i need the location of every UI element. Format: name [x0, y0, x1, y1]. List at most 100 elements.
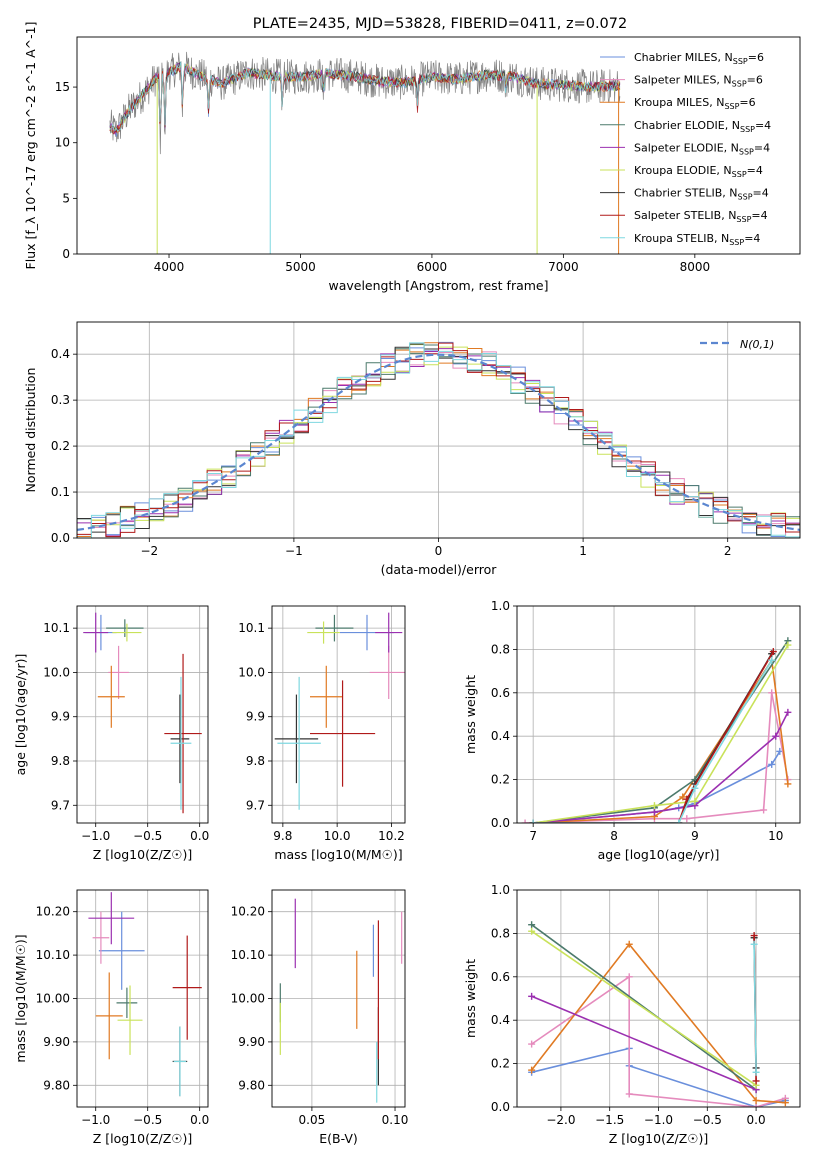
- legend-label: Chabrier ELODIE, NSSP=4: [634, 119, 771, 134]
- x-tick-label: −1.5: [595, 1113, 624, 1127]
- y-tick-label: 0.8: [491, 642, 510, 656]
- axes-frame: [516, 889, 801, 1108]
- y-tick-label: 10.1: [238, 621, 265, 635]
- errorbar-point-2: [310, 665, 343, 728]
- weight-line-4: [533, 711, 789, 823]
- x-tick-label: −0.5: [693, 1113, 722, 1127]
- x-tick-label: 0.05: [299, 1113, 326, 1127]
- y-tick-label: 10.0: [238, 665, 265, 679]
- y-tick-label: 0.6: [491, 970, 510, 984]
- errorbar-point-2: [97, 665, 125, 728]
- x-tick-label: 5000: [285, 260, 316, 274]
- x-axis-label: Z [log10(Z/Z☉)]: [93, 1131, 193, 1146]
- y-tick-label: 0: [62, 247, 70, 261]
- x-tick-label: 7000: [548, 260, 579, 274]
- errorbar-point-3: [116, 987, 138, 1019]
- axes-frame: [271, 605, 406, 824]
- panel-spectrum: 4000 5000 6000 7000 8000 0 5 10 15 wavelength [An…: [23, 22, 801, 293]
- y-tick-label: 0.0: [491, 816, 510, 830]
- y-tick-label: 9.7: [246, 798, 265, 812]
- x-axis-label: mass [log10(M/M☉)]: [274, 847, 402, 862]
- axes-frame: [76, 321, 801, 539]
- spectrum-legend: Chabrier MILES, NSSP=6 Salpeter MILES, NS…: [600, 51, 771, 247]
- weight-line-7: [533, 651, 774, 823]
- plot-area: [521, 637, 792, 823]
- legend-label: Salpeter STELIB, NSSP=4: [634, 209, 768, 224]
- y-tick-label: 0.2: [491, 773, 510, 787]
- x-tick-label: 0.10: [382, 1113, 409, 1127]
- x-tick-label: 10.0: [324, 829, 351, 843]
- y-tick-label: 0.4: [491, 729, 510, 743]
- errorbar-point-6: [170, 694, 190, 784]
- x-axis-label: wavelength [Angstrom, rest frame]: [328, 278, 548, 293]
- plot-area: [274, 612, 405, 810]
- errorbar-point-5: [307, 621, 340, 644]
- model-spectrum-7: [109, 63, 621, 135]
- residual-legend: N(0,1): [700, 338, 774, 351]
- x-tick-label: 9: [691, 829, 699, 843]
- x-axis-label: E(B-V): [319, 1131, 358, 1146]
- errorbar-point-4: [88, 892, 135, 945]
- panel-age_vs_Z: −1.0 −0.5 0.0 9.7 9.8 9.9 10.0 10.1 Z [log10(Z/Z…: [13, 605, 209, 862]
- y-axis-label: mass [log10(M/M☉)]: [13, 934, 28, 1062]
- y-tick-label: 5: [62, 191, 70, 205]
- errorbar-point-4: [375, 612, 403, 653]
- y-tick-label: 9.90: [238, 1035, 265, 1049]
- legend-label: Kroupa MILES, NSSP=6: [634, 96, 756, 111]
- y-tick-label: 0.0: [51, 531, 70, 545]
- errorbar-point-1: [92, 911, 110, 964]
- plot-area: [279, 898, 403, 1103]
- x-tick-label: 9.8: [273, 829, 292, 843]
- y-tick-label: 0.3: [51, 393, 70, 407]
- x-tick-label: 0.0: [747, 1113, 766, 1127]
- y-tick-label: 10.20: [231, 905, 265, 919]
- errorbar-point-8: [173, 1026, 187, 1097]
- y-tick-label: 9.80: [238, 1078, 265, 1092]
- x-axis-label: (data-model)/error: [381, 562, 498, 577]
- y-tick-label: 0.8: [491, 926, 510, 940]
- errorbar-point-3: [106, 619, 144, 637]
- y-tick-label: 0.0: [491, 1100, 510, 1114]
- legend-label: Chabrier MILES, NSSP=6: [634, 51, 764, 66]
- x-tick-label: −2: [140, 544, 158, 558]
- x-tick-label: 10: [768, 829, 783, 843]
- legend-label: Salpeter ELODIE, NSSP=4: [634, 141, 770, 156]
- plot-area: [109, 51, 621, 254]
- errorbar-point-7: [310, 680, 376, 787]
- errorbar-point-6: [274, 694, 319, 784]
- y-tick-label: 0.6: [491, 686, 510, 700]
- weight-line-1: [525, 692, 789, 823]
- x-tick-label: 0: [435, 544, 443, 558]
- axes-frame: [76, 605, 209, 824]
- x-tick-label: 8: [610, 829, 618, 843]
- y-tick-label: 10.00: [36, 992, 70, 1006]
- y-tick-label: 10.0: [43, 665, 70, 679]
- errorbar-point-3: [315, 614, 354, 642]
- axes-frame: [76, 889, 209, 1108]
- x-axis-label: Z [log10(Z/Z☉)]: [93, 847, 193, 862]
- y-tick-label: 15: [55, 80, 70, 94]
- y-tick-label: 10.10: [231, 948, 265, 962]
- errorbar-point-8: [170, 676, 192, 810]
- weight-line-6: [533, 653, 773, 823]
- x-tick-label: 7: [529, 829, 537, 843]
- normal-curve: [77, 353, 800, 531]
- y-tick-label: 1.0: [491, 599, 510, 613]
- weight-line-8: [533, 659, 773, 823]
- y-axis-label: mass weight: [463, 959, 478, 1038]
- y-tick-label: 0.1: [51, 485, 70, 499]
- x-tick-label: 6000: [417, 260, 448, 274]
- x-tick-label: 2: [724, 544, 732, 558]
- errorbar-point-5: [117, 985, 143, 1055]
- panel-weight_vs_Z: −2.0 −1.5 −1.0 −0.5 0.0 0.0 0.2 0.4 0.6 0.8 1.0 Z […: [463, 883, 801, 1146]
- y-tick-label: 10.00: [231, 992, 265, 1006]
- y-tick-label: 9.9: [51, 710, 70, 724]
- weight-line-3: [533, 640, 789, 823]
- errorbar-point-4: [83, 612, 109, 653]
- y-tick-label: 9.8: [51, 754, 70, 768]
- errorbar-point-2: [95, 972, 123, 1060]
- y-tick-label: 9.7: [51, 798, 70, 812]
- weight-line-4: [531, 995, 757, 1091]
- x-tick-label: −1: [285, 544, 303, 558]
